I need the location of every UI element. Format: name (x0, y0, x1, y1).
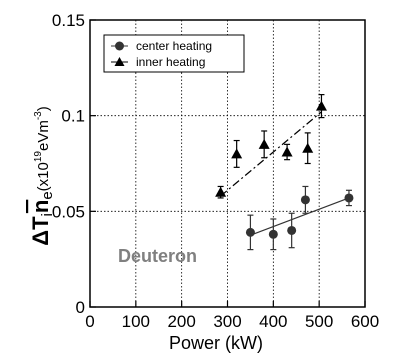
fit-lines (220, 111, 350, 236)
y-label-symbol: ΔT (28, 216, 53, 246)
y-tick-label: 0.15 (52, 11, 85, 30)
legend-marker-inner (114, 57, 125, 66)
y-label-unit-suffix: ) (35, 106, 52, 111)
fit-line-series-1 (220, 111, 322, 197)
point-circle (287, 225, 297, 235)
y-label-density-sub: e (39, 191, 56, 199)
x-tick-label: 400 (259, 312, 287, 331)
y-label-unit-prefix: (x10 (35, 162, 52, 191)
point-circle (344, 193, 354, 203)
legend-label-center: center heating (136, 39, 212, 53)
x-tick-label: 200 (167, 312, 195, 331)
point-triangle (302, 142, 314, 153)
y-tick-label: 0.1 (61, 107, 85, 126)
x-tick-label: 300 (213, 312, 241, 331)
y-axis-title: ΔTine(x1019eVm-3) (28, 106, 56, 245)
axis-ticks: 0 100 200 300 400 500 600 0 0.05 0.1 0.15 (52, 11, 379, 331)
y-label-subscript: i (39, 213, 56, 216)
y-label-unit-exp1: 19 (33, 151, 44, 163)
point-triangle (215, 186, 227, 197)
fit-line-series-0 (250, 197, 350, 236)
y-label-unit-mid: eVm (35, 120, 52, 151)
grid-lines (90, 20, 365, 307)
x-axis-title: Power (kW) (169, 333, 263, 353)
point-circle (268, 229, 278, 239)
point-triangle (258, 138, 270, 149)
legend-label-inner: inner heating (136, 55, 205, 69)
x-tick-label: 0 (85, 312, 94, 331)
y-label-density: n (28, 200, 53, 213)
legend: center heating inner heating (103, 34, 245, 73)
point-circle (245, 227, 255, 237)
y-tick-label: 0 (76, 298, 85, 317)
point-circle (300, 195, 310, 205)
deuteron-annotation: Deuteron (118, 246, 197, 266)
point-triangle (231, 148, 243, 159)
x-tick-label: 100 (122, 312, 150, 331)
y-tick-label: 0.05 (52, 202, 85, 221)
point-triangle (281, 146, 293, 157)
x-tick-label: 500 (305, 312, 333, 331)
x-tick-label: 600 (351, 312, 379, 331)
y-label-unit-exp2: -3 (33, 111, 44, 120)
legend-box (103, 34, 245, 73)
point-triangle (315, 100, 327, 111)
data-points (215, 94, 354, 251)
legend-marker-center (115, 41, 124, 51)
